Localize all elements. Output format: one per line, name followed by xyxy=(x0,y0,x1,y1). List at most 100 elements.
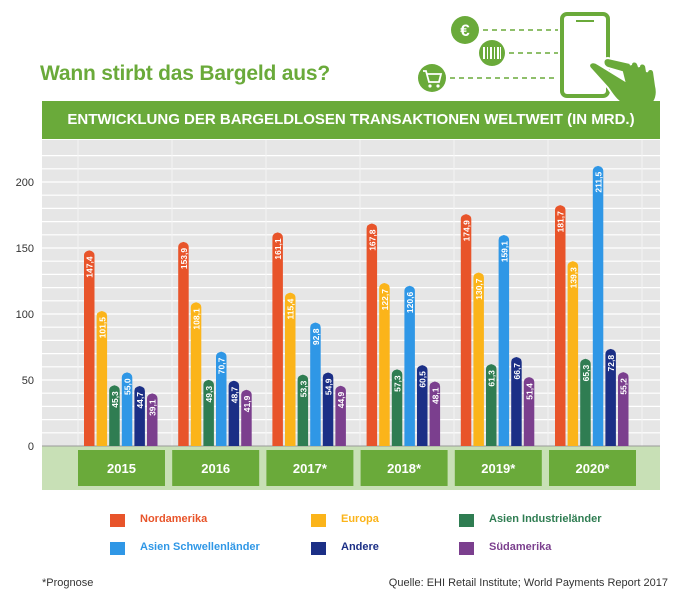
legend-swatch xyxy=(459,514,474,527)
data-label: 211,5 xyxy=(594,172,604,193)
bar xyxy=(96,311,108,446)
data-label: 130,7 xyxy=(474,278,484,300)
bar xyxy=(618,372,629,446)
y-tick-label: 100 xyxy=(16,309,34,321)
data-label: 153,9 xyxy=(179,248,189,270)
x-tick-label: 2015 xyxy=(107,461,136,476)
bar xyxy=(190,302,202,446)
legend-label: Andere xyxy=(341,541,379,553)
bar xyxy=(228,380,240,446)
data-label: 167,8 xyxy=(367,229,377,251)
data-label: 92,8 xyxy=(311,328,321,345)
y-tick-label: 200 xyxy=(16,177,34,189)
data-label: 115,4 xyxy=(286,298,296,319)
bar xyxy=(285,292,296,446)
data-label: 53,3 xyxy=(298,380,308,397)
bar xyxy=(429,381,441,446)
legend-label: Asien Schwellenländer xyxy=(140,541,260,553)
x-tick-label: 2018* xyxy=(387,461,422,476)
legend-swatch xyxy=(110,542,125,555)
legend-swatch xyxy=(311,514,326,527)
bar xyxy=(310,322,321,446)
bar xyxy=(404,285,415,446)
bar xyxy=(147,393,158,446)
bar xyxy=(109,385,120,446)
bar xyxy=(417,365,428,446)
bar xyxy=(391,369,403,446)
bar xyxy=(473,272,484,446)
bar xyxy=(84,250,95,446)
bar xyxy=(523,377,535,446)
data-label: 65,3 xyxy=(581,365,591,382)
data-label: 51,4 xyxy=(525,383,535,400)
chart-title-banner: ENTWICKLUNG DER BARGELDLOSEN TRANSAKTION… xyxy=(42,101,660,139)
bar xyxy=(297,374,309,446)
x-tick-label: 2016 xyxy=(201,461,230,476)
bar xyxy=(178,241,189,446)
data-label: 66,7 xyxy=(512,363,522,380)
bar xyxy=(498,234,510,446)
bar xyxy=(272,232,283,446)
smartphone-icon xyxy=(560,12,610,98)
data-label: 55,2 xyxy=(619,378,629,395)
data-label: 54,9 xyxy=(324,378,334,395)
data-label: 101,5 xyxy=(97,317,107,339)
bar xyxy=(379,283,390,446)
bar xyxy=(335,385,346,446)
bar xyxy=(580,358,591,446)
shopping-cart-icon xyxy=(418,64,446,92)
y-tick-label: 150 xyxy=(16,243,34,255)
bar-chart: 0 50 100 150 200 2015 147,4 101,5 45,355,044,7 39… xyxy=(16,140,660,490)
bar xyxy=(460,214,472,446)
data-label: 44,7 xyxy=(135,392,145,409)
data-label: 120,6 xyxy=(405,292,415,314)
legend-swatch xyxy=(459,542,474,555)
data-label: 60,5 xyxy=(418,371,428,388)
bar xyxy=(134,385,145,446)
y-tick-label: 50 xyxy=(22,375,34,387)
category-box xyxy=(549,450,636,486)
legend-swatch xyxy=(311,542,326,555)
data-label: 57,3 xyxy=(393,375,403,392)
bar xyxy=(567,261,579,446)
data-label: 49,3 xyxy=(204,386,214,403)
data-label: 72,8 xyxy=(606,355,616,372)
data-label: 159,1 xyxy=(499,241,509,263)
data-label: 45,3 xyxy=(110,391,120,408)
bar xyxy=(366,223,378,446)
category-box xyxy=(360,450,448,486)
legend-label: Nordamerika xyxy=(140,513,208,525)
x-tick-label: 2020* xyxy=(576,461,611,476)
data-label: 48,7 xyxy=(229,386,239,403)
bar xyxy=(555,205,566,446)
barcode-icon xyxy=(479,40,505,66)
bar xyxy=(121,372,133,446)
data-label: 161,1 xyxy=(273,238,283,260)
bar xyxy=(511,356,522,446)
data-label: 108,1 xyxy=(192,308,202,330)
bar xyxy=(322,372,334,446)
payment-illustration: € xyxy=(412,6,682,121)
source-note: Quelle: EHI Retail Institute; World Paym… xyxy=(388,577,668,589)
category-box xyxy=(266,450,354,486)
legend-label: Asien Industrieländer xyxy=(489,513,602,525)
data-label: 70,7 xyxy=(217,357,227,374)
data-label: 147,4 xyxy=(85,256,95,278)
svg-text:€: € xyxy=(460,21,470,40)
footnote: *Prognose xyxy=(42,577,94,589)
x-tick-label: 2017* xyxy=(293,461,328,476)
data-label: 41,9 xyxy=(242,395,252,412)
euro-icon: € xyxy=(451,16,479,44)
category-box xyxy=(172,450,260,486)
data-label: 181,7 xyxy=(556,211,566,233)
data-label: 44,9 xyxy=(336,391,346,408)
x-tick-label: 2019* xyxy=(481,461,516,476)
legend-swatch xyxy=(110,514,125,527)
chart-title: ENTWICKLUNG DER BARGELDLOSEN TRANSAKTION… xyxy=(67,111,635,128)
bar xyxy=(203,379,214,446)
bar xyxy=(605,348,616,446)
bar xyxy=(592,165,604,446)
legend-label: Europa xyxy=(341,513,379,525)
y-tick-label: 0 xyxy=(28,441,34,453)
category-box xyxy=(78,450,165,486)
